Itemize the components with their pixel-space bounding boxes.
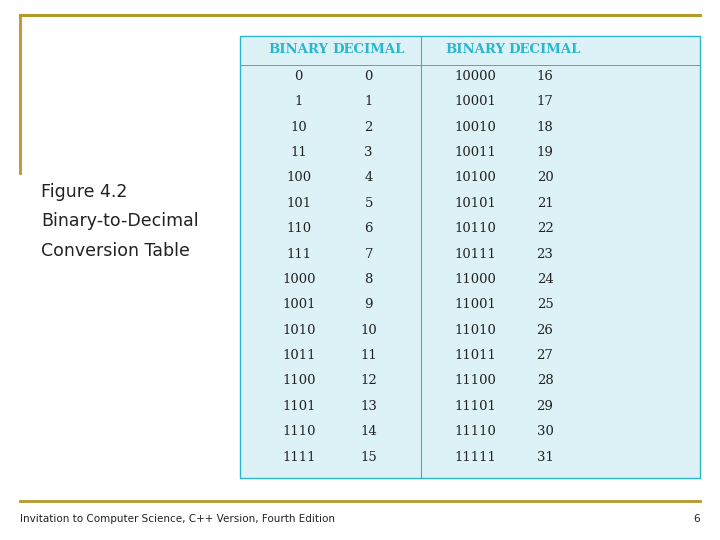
- Text: 3: 3: [364, 146, 373, 159]
- Text: 0: 0: [294, 70, 303, 83]
- Text: 21: 21: [536, 197, 554, 210]
- Text: 11: 11: [290, 146, 307, 159]
- Text: 25: 25: [536, 298, 554, 312]
- Text: 23: 23: [536, 247, 554, 261]
- Text: 11: 11: [360, 349, 377, 362]
- Text: 14: 14: [360, 425, 377, 438]
- Text: 101: 101: [287, 197, 311, 210]
- Text: 31: 31: [536, 450, 554, 464]
- Text: 8: 8: [364, 273, 373, 286]
- Text: 11111: 11111: [454, 450, 496, 464]
- Text: BINARY: BINARY: [445, 43, 505, 56]
- Text: 29: 29: [536, 400, 554, 413]
- Text: 18: 18: [536, 120, 554, 134]
- Bar: [240, 36, 700, 478]
- Text: 9: 9: [364, 298, 373, 312]
- Text: 1011: 1011: [282, 349, 315, 362]
- Text: 24: 24: [536, 273, 554, 286]
- Text: 10001: 10001: [454, 95, 496, 109]
- Text: Binary-to-Decimal: Binary-to-Decimal: [41, 212, 199, 231]
- Text: 12: 12: [360, 374, 377, 388]
- Text: BINARY: BINARY: [269, 43, 329, 56]
- Text: 22: 22: [536, 222, 554, 235]
- Text: 2: 2: [364, 120, 373, 134]
- Text: 6: 6: [693, 515, 700, 524]
- Text: 111: 111: [287, 247, 311, 261]
- Text: 1: 1: [294, 95, 303, 109]
- Text: 30: 30: [536, 425, 554, 438]
- Text: 11010: 11010: [454, 323, 496, 337]
- Text: 10: 10: [360, 323, 377, 337]
- Text: 6: 6: [364, 222, 373, 235]
- Text: 1: 1: [364, 95, 373, 109]
- Text: 15: 15: [360, 450, 377, 464]
- Text: 17: 17: [536, 95, 554, 109]
- Text: 28: 28: [536, 374, 554, 388]
- Text: 11011: 11011: [454, 349, 496, 362]
- Text: 11101: 11101: [454, 400, 496, 413]
- Text: 10100: 10100: [454, 171, 496, 185]
- Text: Figure 4.2: Figure 4.2: [41, 183, 127, 201]
- Text: 11000: 11000: [454, 273, 496, 286]
- Text: 19: 19: [536, 146, 554, 159]
- Text: 10010: 10010: [454, 120, 496, 134]
- Text: 1000: 1000: [282, 273, 315, 286]
- Text: 1100: 1100: [282, 374, 315, 388]
- Text: 26: 26: [536, 323, 554, 337]
- Text: 11100: 11100: [454, 374, 496, 388]
- Text: 4: 4: [364, 171, 373, 185]
- Text: 1101: 1101: [282, 400, 315, 413]
- Text: 1001: 1001: [282, 298, 315, 312]
- Text: 11110: 11110: [454, 425, 496, 438]
- Text: 10111: 10111: [454, 247, 496, 261]
- Text: 11001: 11001: [454, 298, 496, 312]
- Text: DECIMAL: DECIMAL: [509, 43, 581, 56]
- Text: 20: 20: [536, 171, 554, 185]
- Text: 1111: 1111: [282, 450, 315, 464]
- Text: 10000: 10000: [454, 70, 496, 83]
- Text: 16: 16: [536, 70, 554, 83]
- Text: 1110: 1110: [282, 425, 315, 438]
- Text: 13: 13: [360, 400, 377, 413]
- Text: 10101: 10101: [454, 197, 496, 210]
- Text: 100: 100: [287, 171, 311, 185]
- Text: 10: 10: [290, 120, 307, 134]
- Text: Conversion Table: Conversion Table: [41, 242, 190, 260]
- Text: DECIMAL: DECIMAL: [333, 43, 405, 56]
- Text: 5: 5: [364, 197, 373, 210]
- Text: 110: 110: [287, 222, 311, 235]
- Text: 27: 27: [536, 349, 554, 362]
- Text: 1010: 1010: [282, 323, 315, 337]
- Text: 10110: 10110: [454, 222, 496, 235]
- Text: 10011: 10011: [454, 146, 496, 159]
- Text: 7: 7: [364, 247, 373, 261]
- Text: Invitation to Computer Science, C++ Version, Fourth Edition: Invitation to Computer Science, C++ Vers…: [20, 515, 336, 524]
- Text: 0: 0: [364, 70, 373, 83]
